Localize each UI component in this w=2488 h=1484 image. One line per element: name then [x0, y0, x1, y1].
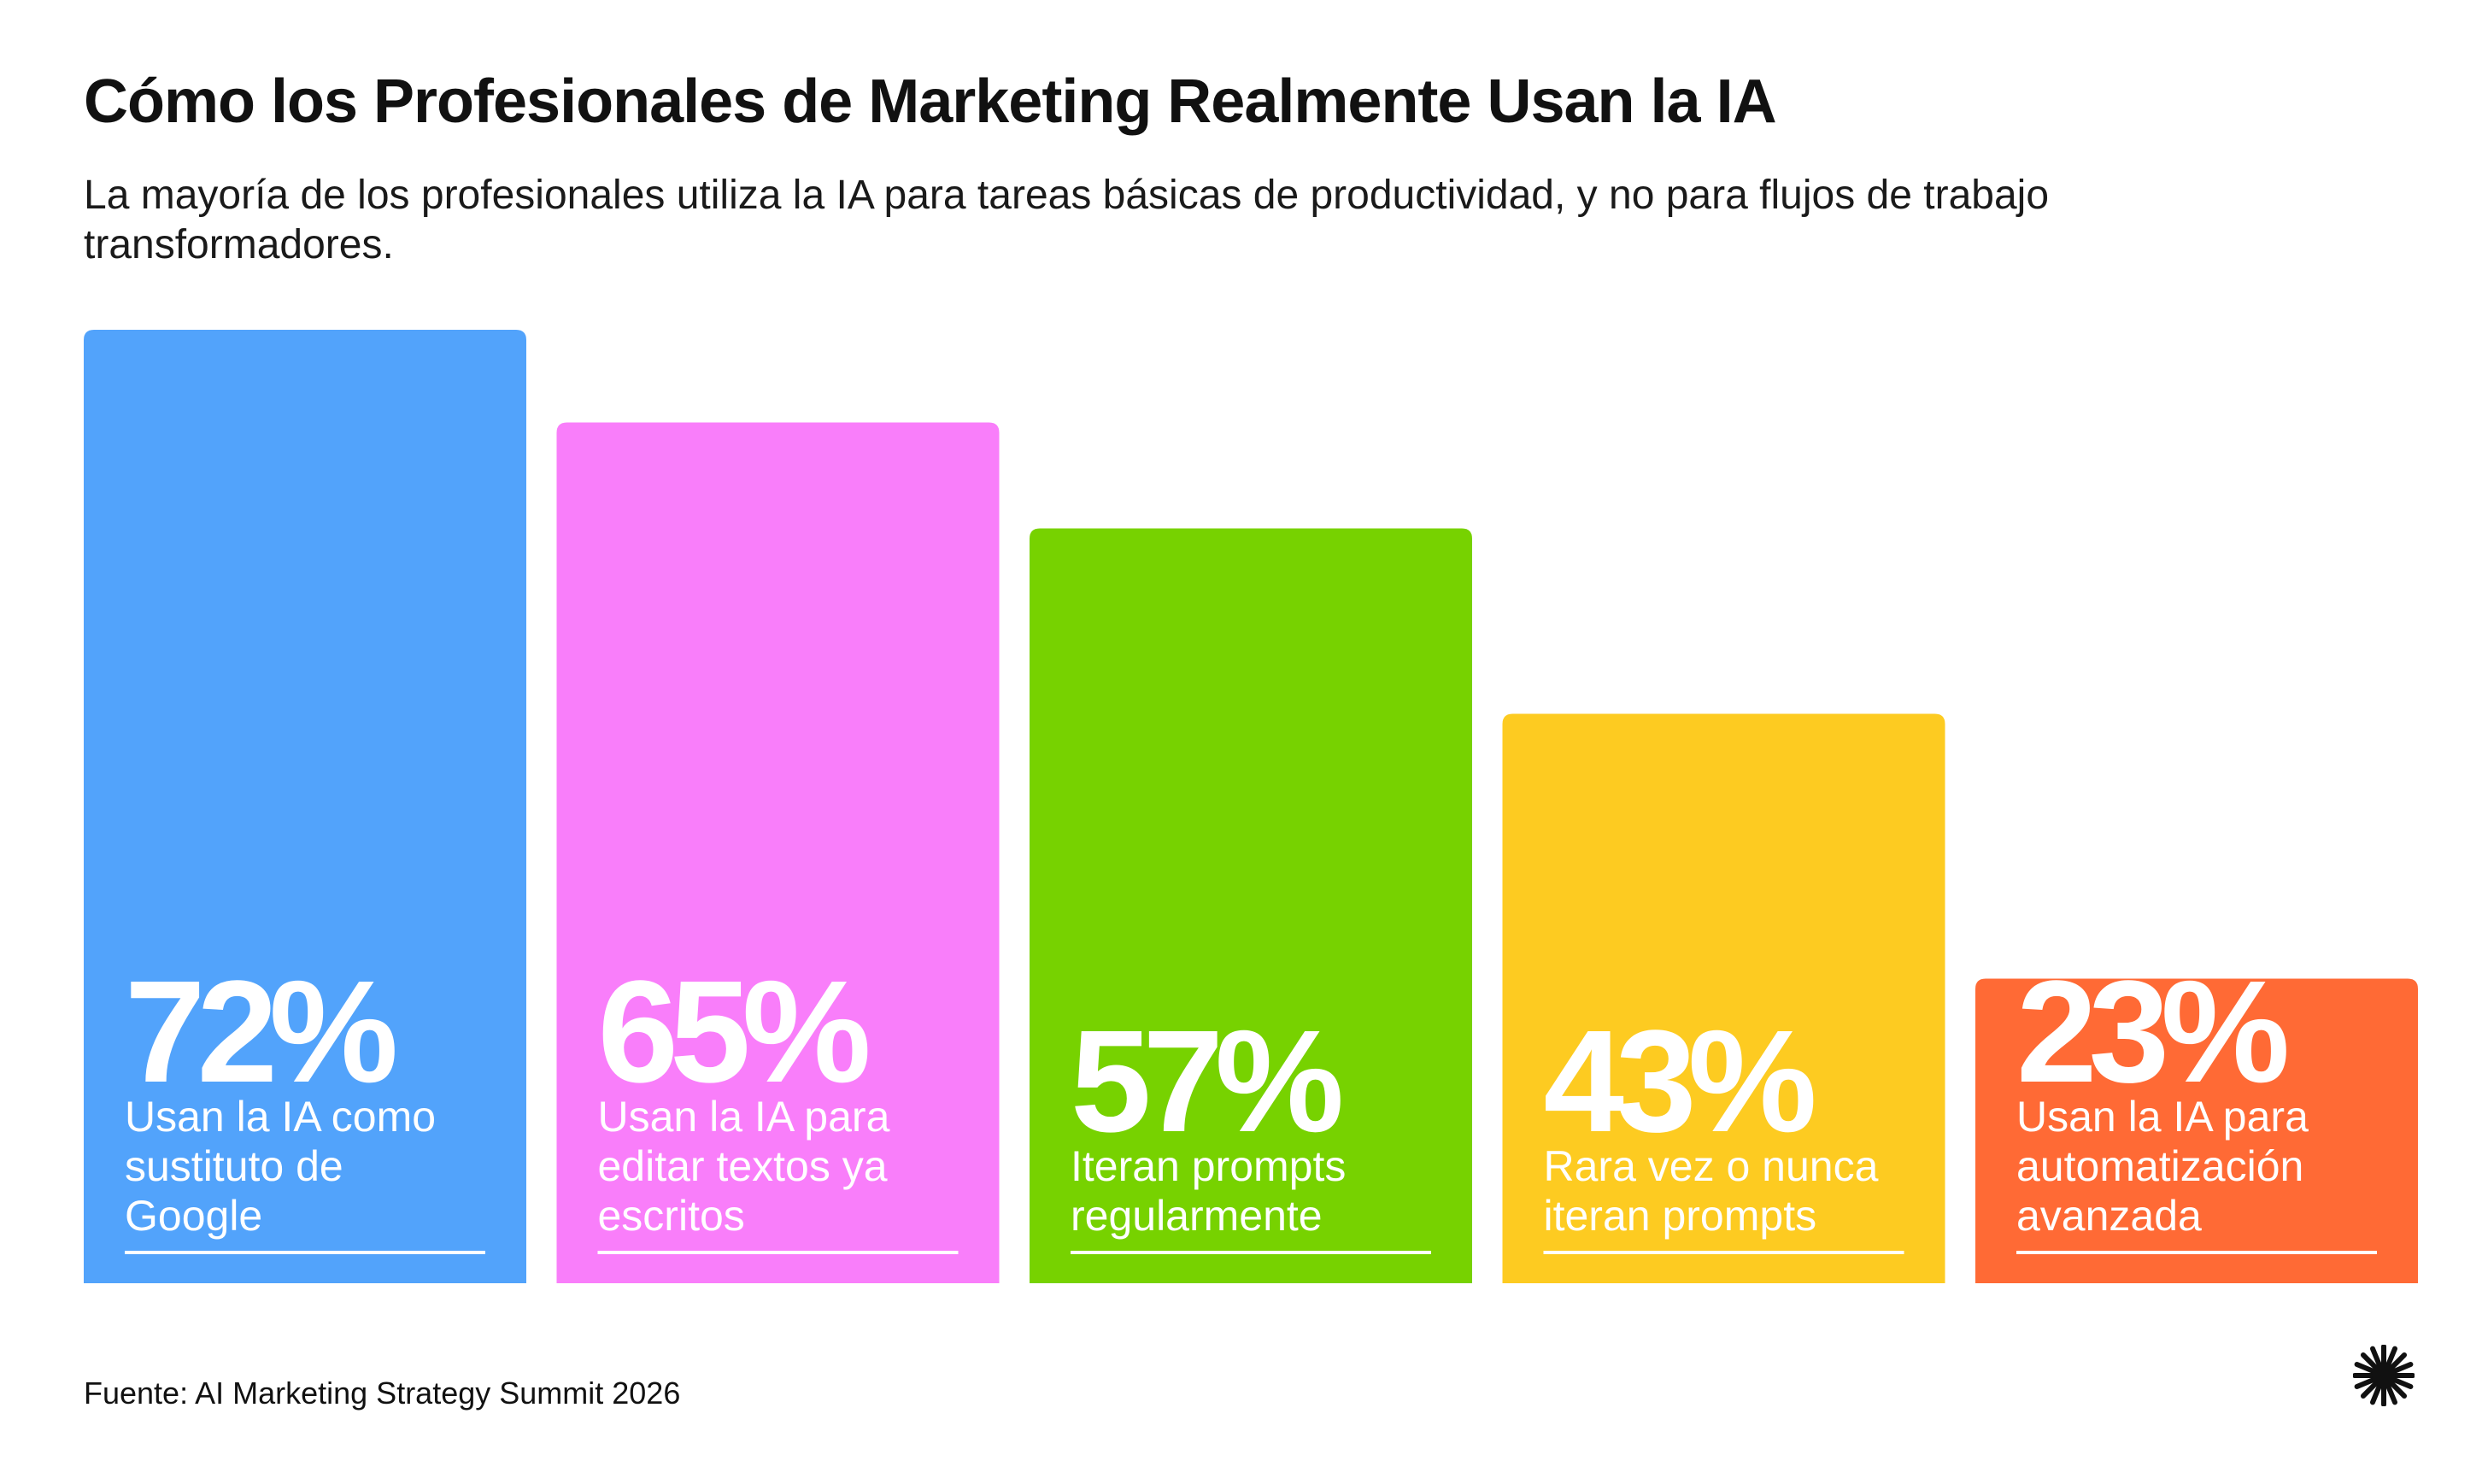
bar	[556, 422, 1000, 1283]
category-label-line: Rara vez o nunca	[1544, 1142, 1879, 1190]
value-label: 65%	[598, 951, 868, 1113]
bar	[84, 330, 526, 1283]
category-label-line: regularmente	[1071, 1192, 1323, 1240]
value-label: 72%	[125, 951, 395, 1113]
category-label-line: avanzada	[2016, 1192, 2202, 1240]
bar	[1502, 713, 1945, 1283]
bar	[1975, 978, 2418, 1283]
category-label-line: editar textos ya	[598, 1142, 888, 1190]
category-label-line: escritos	[598, 1192, 745, 1240]
category-label-line: Usan la IA como	[125, 1093, 436, 1141]
value-label: 57%	[1071, 1000, 1341, 1163]
starburst-icon	[2353, 1345, 2415, 1406]
chart-title: Cómo los Profesionales de Marketing Real…	[84, 67, 1777, 136]
category-label-line: Google	[125, 1192, 262, 1240]
category-label-line: iteran prompts	[1544, 1192, 1817, 1240]
source-note: Fuente: AI Marketing Strategy Summit 202…	[84, 1375, 681, 1411]
category-label-line: automatización	[2016, 1142, 2303, 1190]
bar	[1030, 528, 1472, 1283]
category-label-line: sustituto de	[125, 1142, 343, 1190]
value-label: 43%	[1544, 1000, 1814, 1163]
chart-subtitle: La mayoría de los profesionales utiliza …	[84, 173, 2050, 267]
category-label-line: Iteran prompts	[1071, 1142, 1346, 1190]
category-label-line: Usan la IA para	[598, 1093, 890, 1141]
value-label: 23%	[2016, 951, 2286, 1113]
category-label-line: Usan la IA para	[2016, 1093, 2309, 1141]
